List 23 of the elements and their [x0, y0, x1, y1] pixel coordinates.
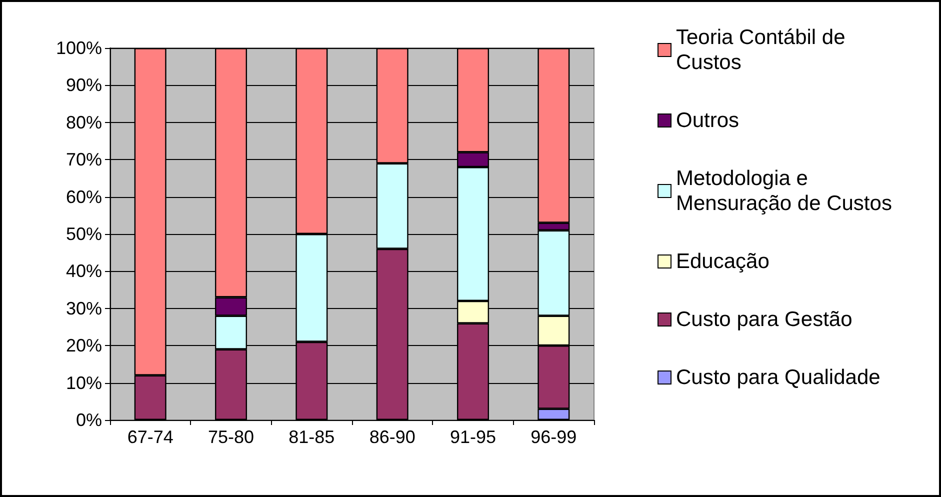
y-tick-label: 100%	[56, 38, 102, 58]
legend-label: Educação	[676, 250, 770, 273]
x-tick-label: 75-80	[208, 427, 254, 447]
y-tick-label: 80%	[66, 112, 102, 132]
legend-label: Custo para Qualidade	[676, 366, 880, 389]
y-tick-label: 90%	[66, 75, 102, 96]
y-tick-label: 10%	[66, 372, 102, 393]
y-tick-label: 20%	[66, 336, 102, 356]
x-tick-label: 96-99	[530, 427, 577, 447]
legend-label: Teoria Contábil de Custos	[676, 26, 852, 74]
legend-label: Outros	[676, 109, 740, 132]
y-tick-label: 60%	[66, 186, 102, 207]
y-tick-label: 40%	[66, 261, 102, 282]
legend-label: Custo para Gestão	[676, 308, 852, 331]
y-tick-label: 30%	[66, 298, 102, 318]
y-tick-label: 50%	[66, 224, 102, 244]
legend-label: Metodologia e Mensuração de Custos	[676, 167, 892, 215]
x-tick-label: 67-74	[127, 427, 174, 447]
x-tick-label: 81-85	[288, 427, 335, 447]
x-tick-label: 91-95	[450, 427, 496, 447]
x-tick-label: 86-90	[369, 427, 416, 447]
y-tick-label: 0%	[76, 410, 102, 430]
y-tick-label: 70%	[66, 150, 102, 170]
